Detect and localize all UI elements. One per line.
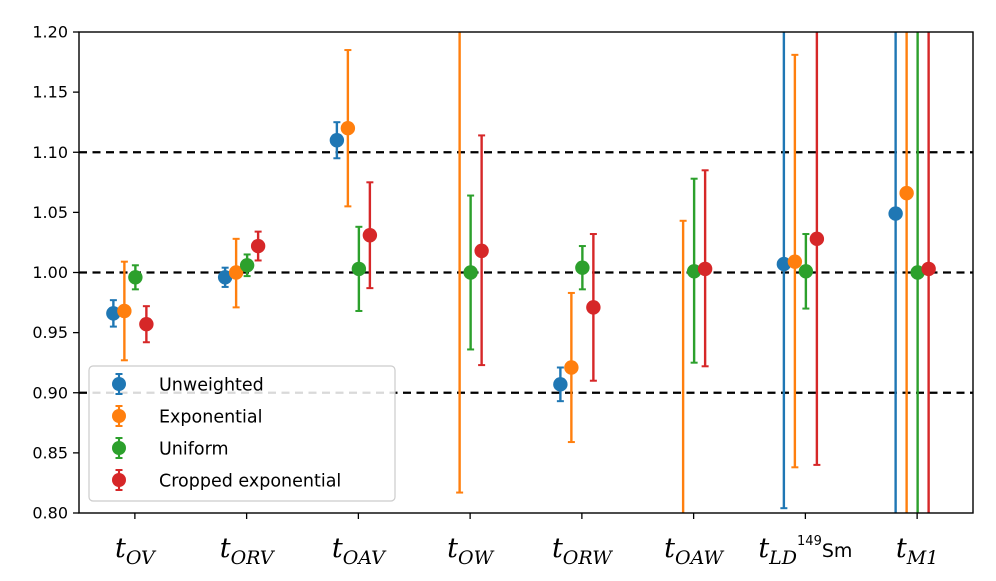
data-point — [798, 264, 814, 279]
x-tick-base: t — [447, 533, 458, 564]
x-tick-base: t — [552, 533, 563, 564]
data-point — [362, 228, 378, 243]
data-point — [564, 360, 579, 375]
legend-label: Cropped exponential — [159, 472, 341, 492]
x-tick-subscript: ORW — [563, 547, 613, 569]
data-point — [117, 303, 132, 319]
data-point — [787, 254, 803, 269]
legend-item: Exponential — [112, 405, 263, 428]
y-tick-label: 1.15 — [32, 83, 68, 102]
x-tick-label: tM1 — [896, 533, 938, 569]
data-point — [686, 264, 702, 279]
legend: Unweighted Exponential Uniform Cropped expo… — [88, 365, 396, 502]
x-tick-base: t — [664, 533, 675, 564]
legend-label: Exponential — [159, 408, 263, 428]
data-point — [250, 238, 266, 254]
y-tick-label: 0.85 — [32, 443, 68, 462]
x-tick-subscript: ORV — [231, 547, 276, 569]
data-point — [463, 265, 478, 280]
legend-box — [88, 365, 396, 502]
y-axis: 0.80 0.85 0.90 0.95 1.00 1.05 1.10 1.15 1.20 — [32, 23, 79, 523]
data-point — [474, 243, 489, 259]
y-tick-label: 1.00 — [32, 263, 68, 282]
x-tick-base: t — [896, 533, 907, 564]
data-point — [329, 133, 345, 148]
y-tick-label: 1.05 — [32, 203, 68, 222]
data-point — [575, 260, 590, 275]
data-point — [899, 185, 914, 201]
x-tick-subscript-tail: Sm — [822, 540, 853, 562]
x-axis: tOV tORV tOAV tOW tORW tOAW tLD149Sm tM1 — [115, 513, 938, 569]
data-point — [921, 261, 936, 277]
data-point — [128, 270, 143, 285]
legend-label: Uniform — [159, 440, 229, 460]
legend-marker — [112, 409, 126, 423]
y-tick-label: 0.95 — [32, 323, 68, 342]
data-point — [809, 231, 825, 247]
x-tick-label: tORV — [220, 533, 276, 569]
data-point — [239, 258, 255, 273]
data-point — [139, 317, 154, 332]
data-point — [106, 306, 121, 321]
y-tick-label: 1.10 — [32, 143, 68, 162]
data-point — [776, 256, 792, 272]
legend-marker — [112, 377, 126, 391]
y-tick-label: 0.80 — [32, 504, 68, 523]
legend-item: Cropped exponential — [112, 469, 341, 492]
legend-item: Uniform — [112, 437, 229, 460]
y-tick-label: 1.20 — [32, 23, 68, 42]
data-point — [888, 206, 903, 221]
x-tick-subscript: LD — [768, 547, 797, 569]
x-tick-subscript: OV — [126, 547, 157, 569]
x-tick-base: t — [758, 533, 769, 564]
x-tick-label: tOV — [115, 533, 157, 569]
x-tick-base: t — [220, 533, 231, 564]
x-tick-label: tOAW — [664, 533, 724, 569]
series-exponential — [117, 32, 914, 513]
x-tick-subscript: OW — [458, 547, 495, 569]
data-point — [553, 377, 568, 392]
x-tick-label: tLD149Sm — [758, 533, 852, 569]
series-cropped-exponential — [139, 32, 936, 513]
data-point — [340, 121, 356, 136]
x-tick-base: t — [115, 533, 126, 564]
x-tick-subscript: OAV — [343, 547, 387, 569]
x-tick-subscript: M1 — [906, 547, 939, 569]
data-point — [910, 265, 925, 280]
x-tick-superscript: 149 — [797, 534, 822, 549]
x-tick-label: tOAV — [332, 533, 387, 569]
y-tick-label: 0.90 — [32, 383, 68, 402]
legend-marker — [112, 473, 126, 487]
data-point — [586, 300, 601, 315]
legend-marker — [112, 441, 126, 455]
data-point — [351, 261, 367, 277]
x-tick-subscript: OAW — [675, 547, 725, 569]
x-tick-base: t — [332, 533, 343, 564]
x-tick-label: tOW — [447, 533, 494, 569]
x-tick-label: tORW — [552, 533, 613, 569]
data-point — [217, 270, 233, 285]
legend-item: Unweighted — [112, 373, 264, 396]
legend-label: Unweighted — [159, 376, 264, 396]
data-point — [228, 265, 244, 280]
series-unweighted — [106, 32, 903, 513]
series-layer — [106, 32, 936, 513]
data-point — [697, 261, 713, 277]
series-uniform — [128, 32, 925, 513]
